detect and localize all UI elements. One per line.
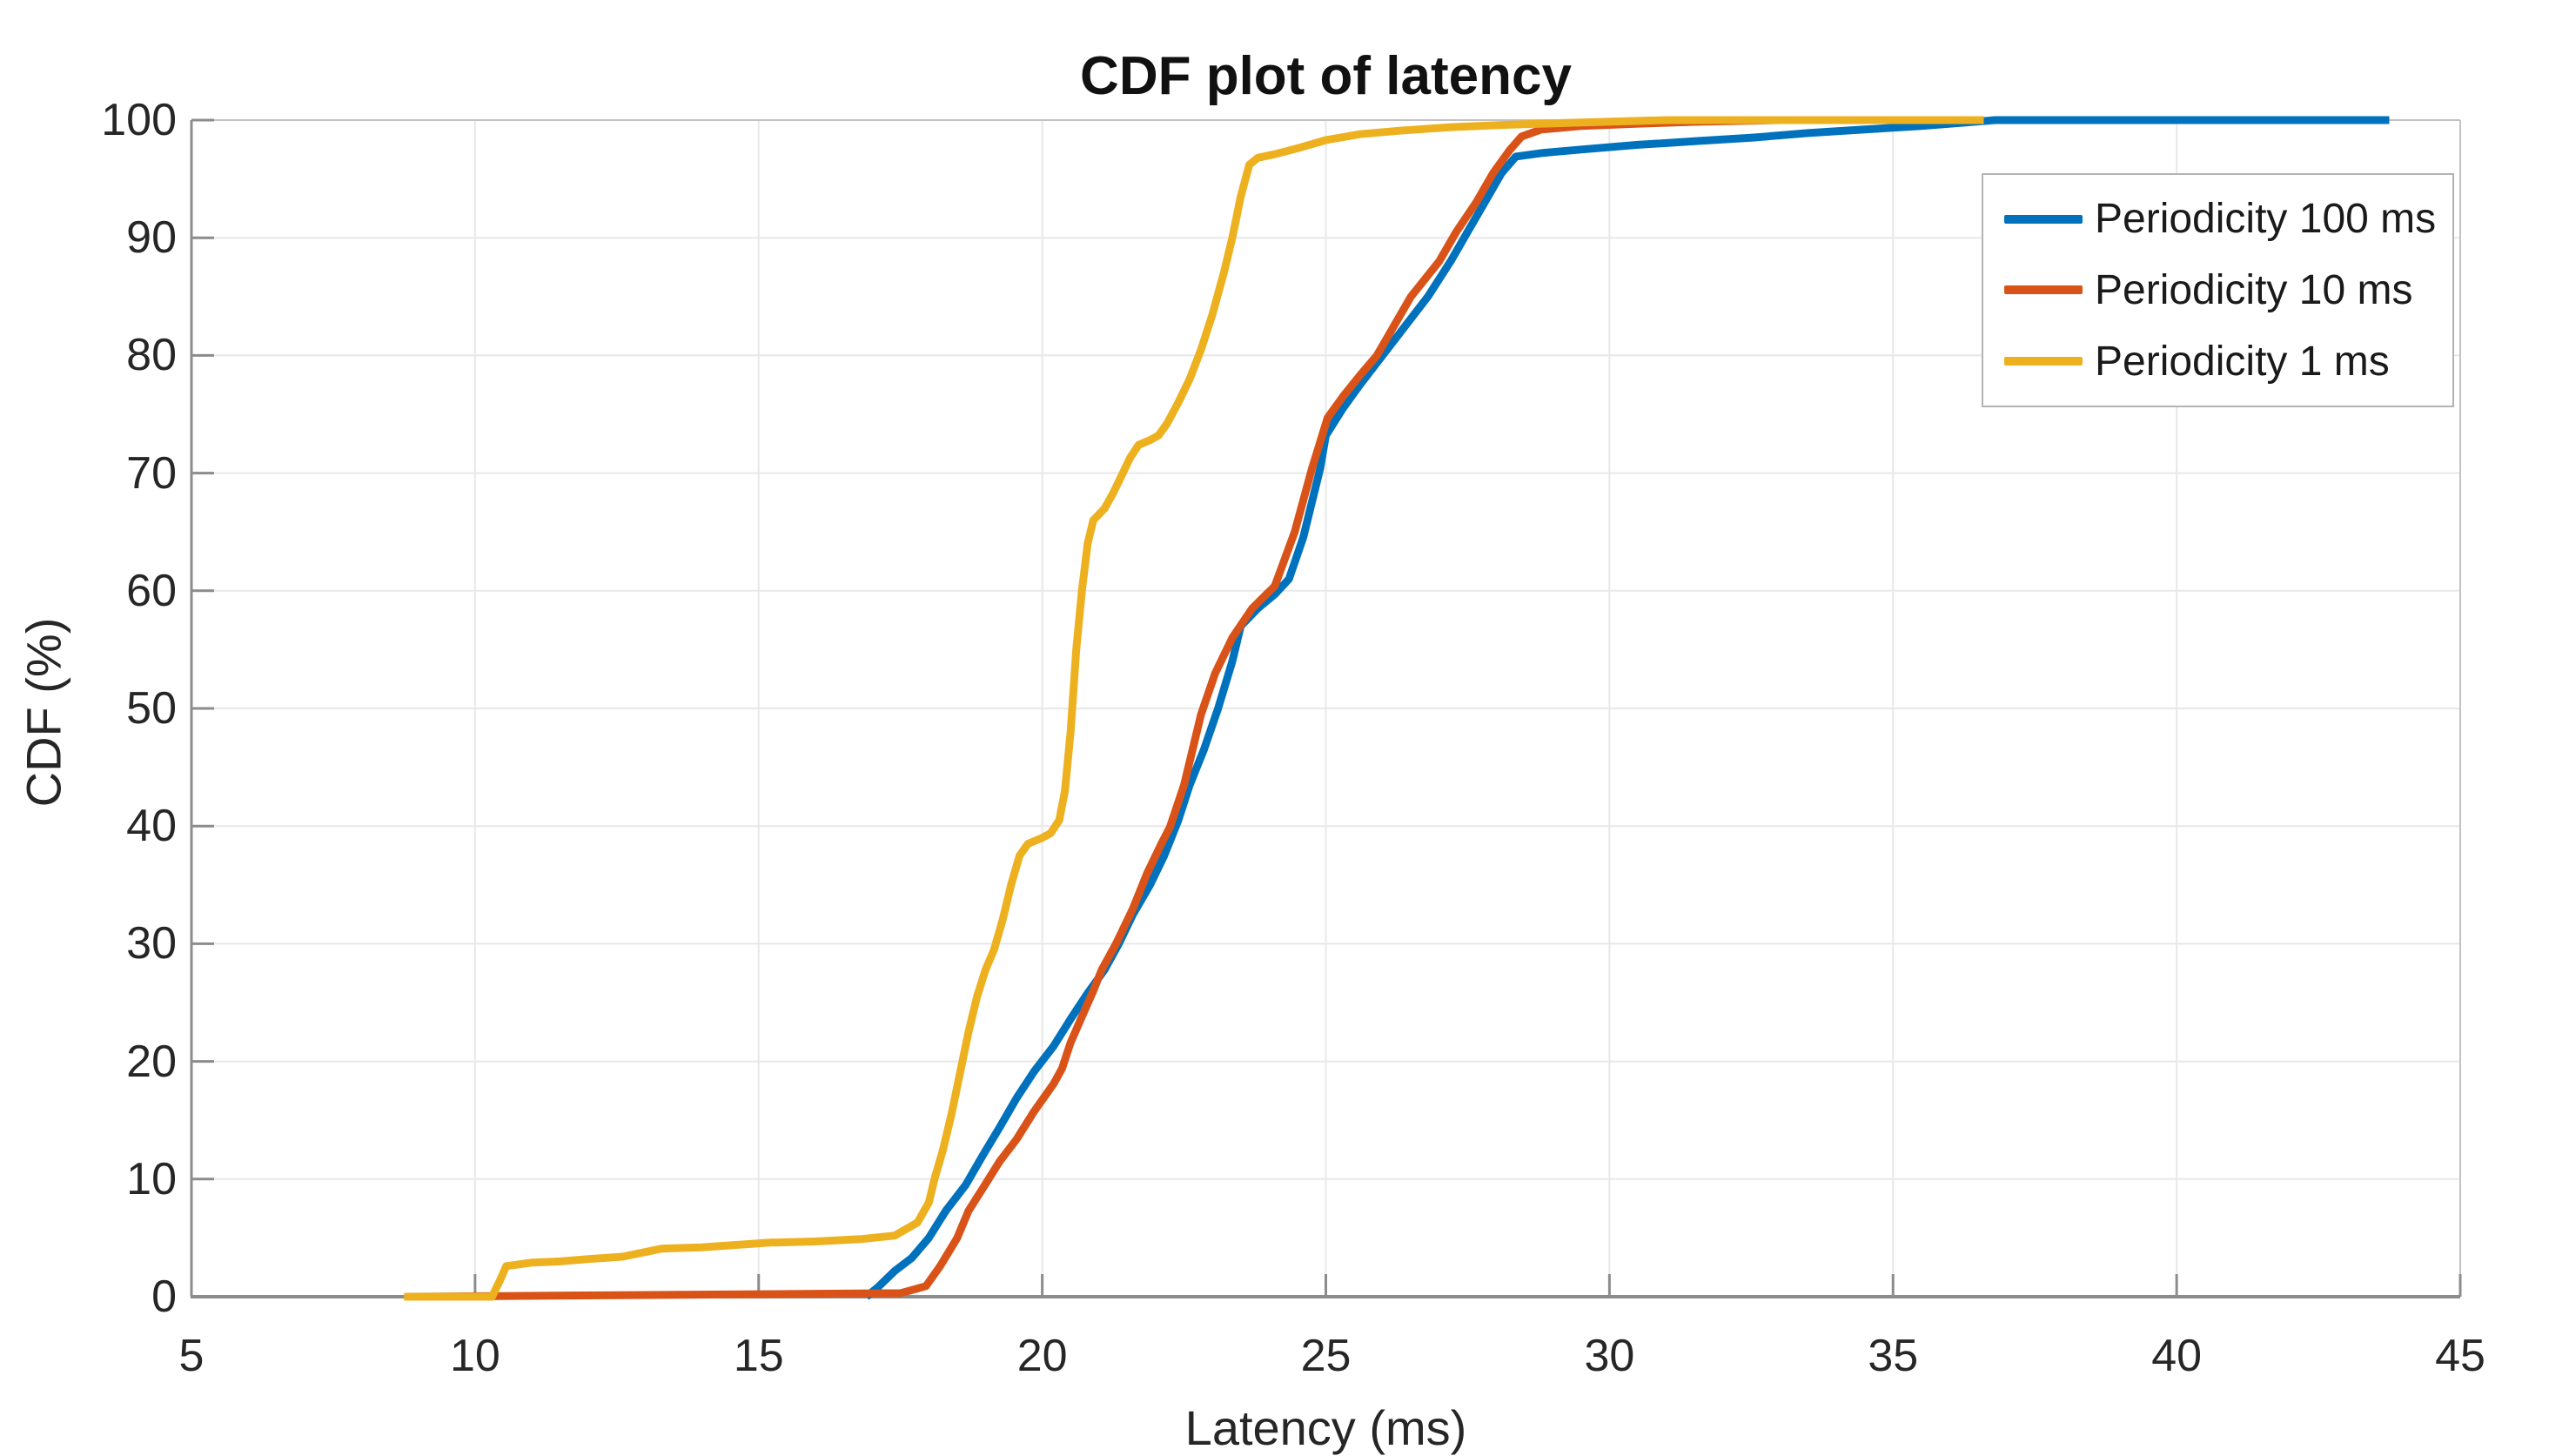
legend: Periodicity 100 ms Periodicity 10 ms Perio… (1982, 173, 2454, 407)
x-tick-label: 35 (1868, 1331, 1919, 1381)
y-tick-label: 40 (126, 801, 177, 852)
legend-item-label: Periodicity 1 ms (2095, 338, 2390, 385)
x-tick-label: 20 (1016, 1331, 1068, 1381)
chart-title: CDF plot of latency (1080, 46, 1572, 106)
series-line-periodicity-1-ms (404, 116, 1984, 1301)
x-axis-label: Latency (ms) (1184, 1400, 1467, 1455)
x-tick-label: 45 (2435, 1331, 2485, 1381)
legend-item-label: Periodicity 10 ms (2095, 266, 2413, 313)
x-tick-label: 15 (733, 1331, 784, 1381)
y-tick-label: 70 (126, 447, 177, 499)
legend-item: Periodicity 100 ms (1983, 187, 2452, 252)
series-line-periodicity-100-ms (863, 116, 2390, 1300)
x-tick-label: 25 (1300, 1331, 1352, 1381)
legend-line-sample (2004, 357, 2083, 366)
legend-item: Periodicity 1 ms (1983, 329, 2452, 393)
x-tick-label: 5 (178, 1331, 205, 1381)
y-tick-label: 80 (126, 330, 177, 381)
x-tick-label: 10 (449, 1331, 500, 1381)
y-tick-label: 20 (126, 1036, 177, 1087)
x-tick-label: 40 (2151, 1331, 2203, 1381)
legend-item: Periodicity 10 ms (1983, 258, 2452, 322)
series-line-periodicity-10-ms (406, 116, 1848, 1301)
legend-item-label: Periodicity 100 ms (2095, 196, 2437, 243)
y-tick-label: 60 (126, 565, 177, 616)
x-tick-label: 30 (1584, 1331, 1635, 1381)
legend-line-sample (2004, 214, 2083, 224)
legend-line-sample (2004, 285, 2083, 295)
y-tick-label: 0 (151, 1271, 177, 1322)
y-tick-label: 10 (126, 1153, 177, 1204)
y-tick-label: 100 (101, 95, 177, 145)
y-tick-label: 30 (126, 918, 177, 970)
y-tick-label: 90 (126, 212, 177, 264)
y-tick-label: 50 (126, 683, 177, 734)
